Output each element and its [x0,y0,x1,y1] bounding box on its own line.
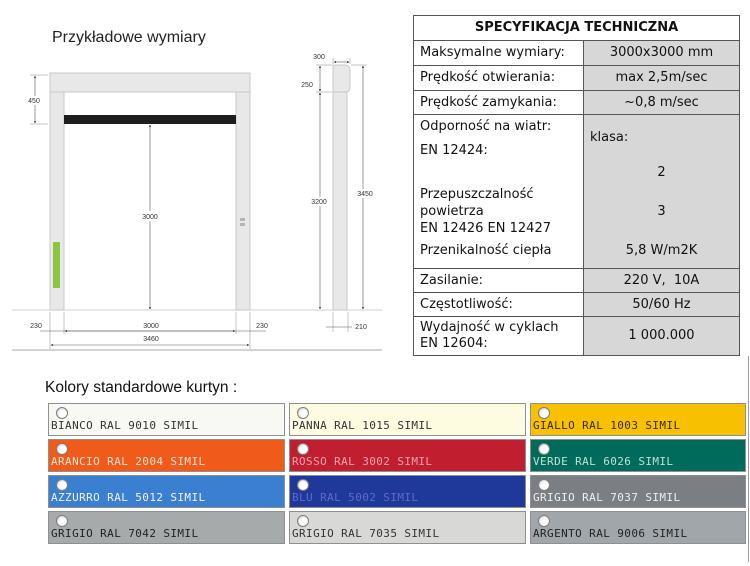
swatch-label: BIANCO RAL 9010 SIMIL [51,419,199,432]
spec-group-values: klasa: 2 3 5,8 W/m2K [584,115,740,269]
spec-value-cycles: 1 000.000 [584,317,740,356]
color-swatch-blu-5002[interactable]: BLU RAL 5002 SIMIL [289,475,526,508]
spec-value-frequency: 50/60 Hz [584,293,740,317]
swatch-label: GIALLO RAL 1003 SIMIL [533,419,681,432]
spec-label-cycles-1: Wydajność w cyklach [420,320,559,335]
swatch-label: GRIGIO RAL 7042 SIMIL [51,527,199,540]
swatch-label: ARGENTO RAL 9006 SIMIL [533,527,688,540]
colors-title: Kolory standardowe kurtyn : [45,379,238,396]
spec-value-wind: 2 [657,165,666,180]
color-swatch-panna-1015[interactable]: PANNA RAL 1015 SIMIL [289,403,526,436]
spec-label-air-1: Przepuszczalność [420,187,534,202]
color-swatch-grigio-7042[interactable]: GRIGIO RAL 7042 SIMIL [48,511,285,544]
diagram-title: Przykładowe wymiary [52,29,206,46]
swatch-label: ARANCIO RAL 2004 SIMIL [51,455,206,468]
radio-button[interactable] [297,443,309,455]
radio-button[interactable] [538,407,550,419]
dim-side-post-depth: 210 [355,324,367,331]
spec-label-air-2: powietrza [420,204,484,219]
radio-button[interactable] [297,479,309,491]
spec-group-labels: Odporność na wiatr: EN 12424: Przepuszcz… [414,115,584,269]
color-swatch-grigio-7035[interactable]: GRIGIO RAL 7035 SIMIL [289,511,526,544]
side-view: 300 250 3200 3450 210 [301,54,375,332]
spec-value-power: 220 V, 10A [584,269,740,293]
spec-label-power: Zasilanie: [414,269,584,293]
color-swatch-argento-9006[interactable]: ARGENTO RAL 9006 SIMIL [530,511,746,544]
swatch-label: GRIGIO RAL 7037 SIMIL [533,491,681,504]
swatch-label: VERDE RAL 6026 SIMIL [533,455,674,468]
spec-value-air: 3 [657,204,666,219]
right-border-line [748,356,749,562]
spec-label-frequency: Częstotliwość: [414,293,584,317]
frame-head [49,72,251,93]
radio-button[interactable] [56,515,68,527]
spec-table: SPECYFIKACJA TECHNICZNA Maksymalne wymia… [413,15,740,356]
front-view: 450 3000 230 3000 230 3460 [12,72,382,349]
spec-label-air-3: EN 12426 EN 12427 [420,221,551,236]
dim-side-post-height: 3200 [311,199,327,206]
radio-button[interactable] [538,515,550,527]
dim-side-depth: 300 [313,54,325,61]
curtain-roll [64,115,236,124]
spec-value-closing-speed: ~0,8 m/sec [584,91,740,115]
dim-opening-height: 3000 [142,214,158,221]
spec-label-wind: Odporność na wiatr: [420,119,552,134]
dim-post-right: 230 [256,323,268,330]
dim-side-head-height: 250 [301,82,313,89]
radio-button[interactable] [56,407,68,419]
radio-button[interactable] [56,443,68,455]
color-swatch-bianco-9010[interactable]: BIANCO RAL 9010 SIMIL [48,403,285,436]
dimension-drawing: 450 3000 230 3000 230 3460 [12,54,382,351]
color-swatch-verde-6026[interactable]: VERDE RAL 6026 SIMIL [530,439,746,472]
side-head-cap [332,64,351,93]
dim-head-height: 450 [28,98,40,105]
spec-table-title: SPECYFIKACJA TECHNICZNA [414,16,740,41]
spec-label-closing-speed: Prędkość zamykania: [414,91,584,115]
swatch-label: BLU RAL 5002 SIMIL [292,491,419,504]
color-swatch-giallo-1003[interactable]: GIALLO RAL 1003 SIMIL [530,403,746,436]
color-swatch-rosso-3002[interactable]: ROSSO RAL 3002 SIMIL [289,439,526,472]
color-swatch-grid: BIANCO RAL 9010 SIMIL PANNA RAL 1015 SIM… [48,403,746,544]
spec-label-heat: Przenikalność ciepła [420,243,552,258]
radio-button[interactable] [297,515,309,527]
spec-label-cycles: Wydajność w cyklach EN 12604: [414,317,584,356]
spec-value-heat: 5,8 W/m2K [625,243,698,258]
frame-right-post [235,91,251,311]
dim-total-width: 3460 [143,336,159,343]
dim-opening-width: 3000 [143,323,159,330]
spec-label-opening-speed: Prędkość otwierania: [414,66,584,91]
color-swatch-azzurro-5012[interactable]: AZZURRO RAL 5012 SIMIL [48,475,285,508]
dim-side-total-height: 3450 [357,191,373,198]
spec-label-wind-norm: EN 12424: [420,143,488,158]
color-swatch-grigio-7037[interactable]: GRIGIO RAL 7037 SIMIL [530,475,746,508]
spec-value-opening-speed: max 2,5m/sec [584,66,740,91]
swatch-label: ROSSO RAL 3002 SIMIL [292,455,433,468]
spec-label-max-dimensions: Maksymalne wymiary: [414,41,584,66]
color-swatch-arancio-2004[interactable]: ARANCIO RAL 2004 SIMIL [48,439,285,472]
radio-button[interactable] [538,479,550,491]
swatch-label: PANNA RAL 1015 SIMIL [292,419,433,432]
green-indicator [53,242,60,288]
radio-button[interactable] [297,407,309,419]
radio-button[interactable] [538,443,550,455]
swatch-label: AZZURRO RAL 5012 SIMIL [51,491,206,504]
side-post [332,91,348,311]
post-marking-icon [240,218,245,226]
spec-class-label: klasa: [590,130,629,145]
spec-label-cycles-2: EN 12604: [420,336,488,351]
swatch-label: GRIGIO RAL 7035 SIMIL [292,527,440,540]
spec-value-max-dimensions: 3000x3000 mm [584,41,740,66]
dim-post-left: 230 [30,323,42,330]
radio-button[interactable] [56,479,68,491]
